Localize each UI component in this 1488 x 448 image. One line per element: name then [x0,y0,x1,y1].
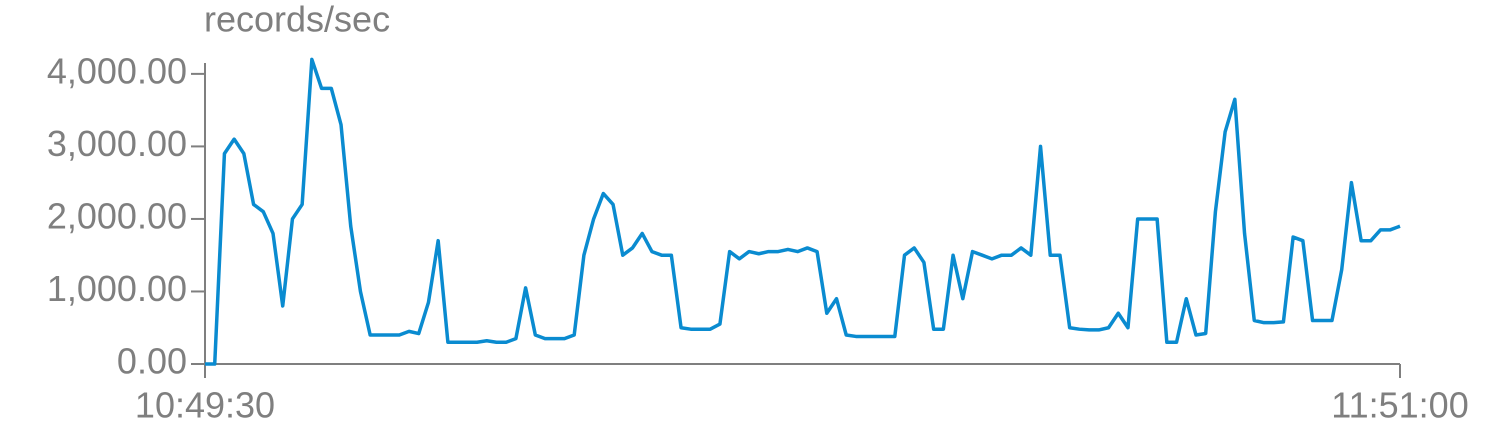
y-tick-label: 0.00 [117,341,187,382]
y-tick-label: 3,000.00 [47,123,187,164]
x-tick-label: 10:49:30 [135,385,275,426]
y-axis-label: records/sec [204,0,390,40]
data-line [205,57,1401,366]
y-tick-label: 2,000.00 [47,195,187,236]
x-tick-label: 11:51:00 [1331,385,1468,426]
y-tick-label: 4,000.00 [47,50,187,91]
y-tick-label: 1,000.00 [47,268,187,309]
